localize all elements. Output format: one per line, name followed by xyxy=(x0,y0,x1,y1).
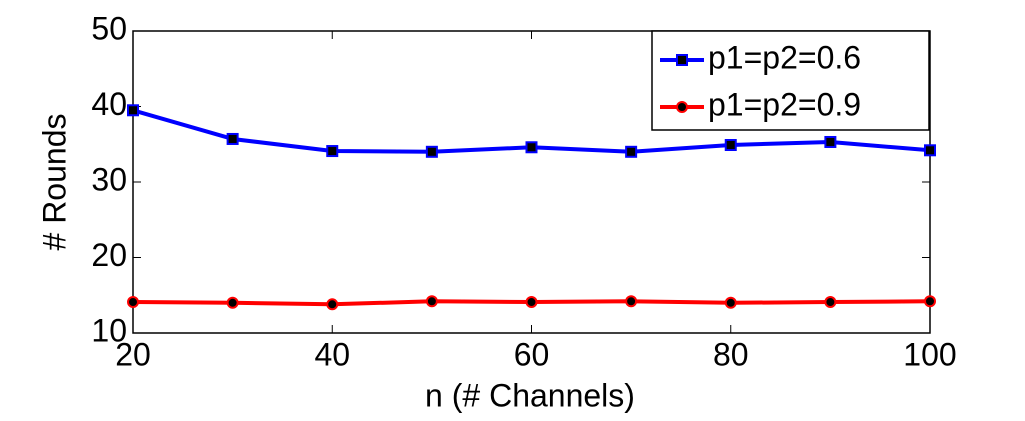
marker xyxy=(625,295,638,308)
marker xyxy=(924,295,936,308)
marker xyxy=(924,144,936,157)
marker xyxy=(824,135,837,148)
y-tick-label: 40 xyxy=(91,86,127,122)
marker xyxy=(127,104,139,117)
marker xyxy=(724,139,737,152)
x-axis-label: n (# Channels) xyxy=(425,377,635,413)
marker xyxy=(226,132,239,145)
y-tick-label: 50 xyxy=(91,10,127,46)
marker xyxy=(425,145,438,158)
marker xyxy=(824,296,837,309)
marker xyxy=(676,54,688,66)
legend-box xyxy=(651,30,930,131)
x-tick-label: 80 xyxy=(713,336,749,372)
y-tick-label: 20 xyxy=(91,237,127,273)
marker xyxy=(425,295,438,308)
x-tick-label: 20 xyxy=(115,336,151,372)
marker xyxy=(525,296,538,309)
marker xyxy=(226,296,239,309)
marker xyxy=(625,145,638,158)
y-tick-label: 30 xyxy=(91,161,127,197)
y-axis-label: # Rounds xyxy=(36,114,72,251)
x-tick-label: 60 xyxy=(514,336,550,372)
marker xyxy=(525,141,538,154)
legend-label: p1=p2=0.9 xyxy=(708,86,861,122)
marker xyxy=(724,296,737,309)
legend-label: p1=p2=0.6 xyxy=(708,39,861,75)
x-tick-label: 40 xyxy=(314,336,350,372)
marker xyxy=(127,296,139,309)
y-tick-label: 10 xyxy=(91,312,127,348)
marker xyxy=(326,298,339,311)
marker xyxy=(326,145,339,158)
x-tick-label: 100 xyxy=(903,336,956,372)
marker xyxy=(676,101,688,113)
